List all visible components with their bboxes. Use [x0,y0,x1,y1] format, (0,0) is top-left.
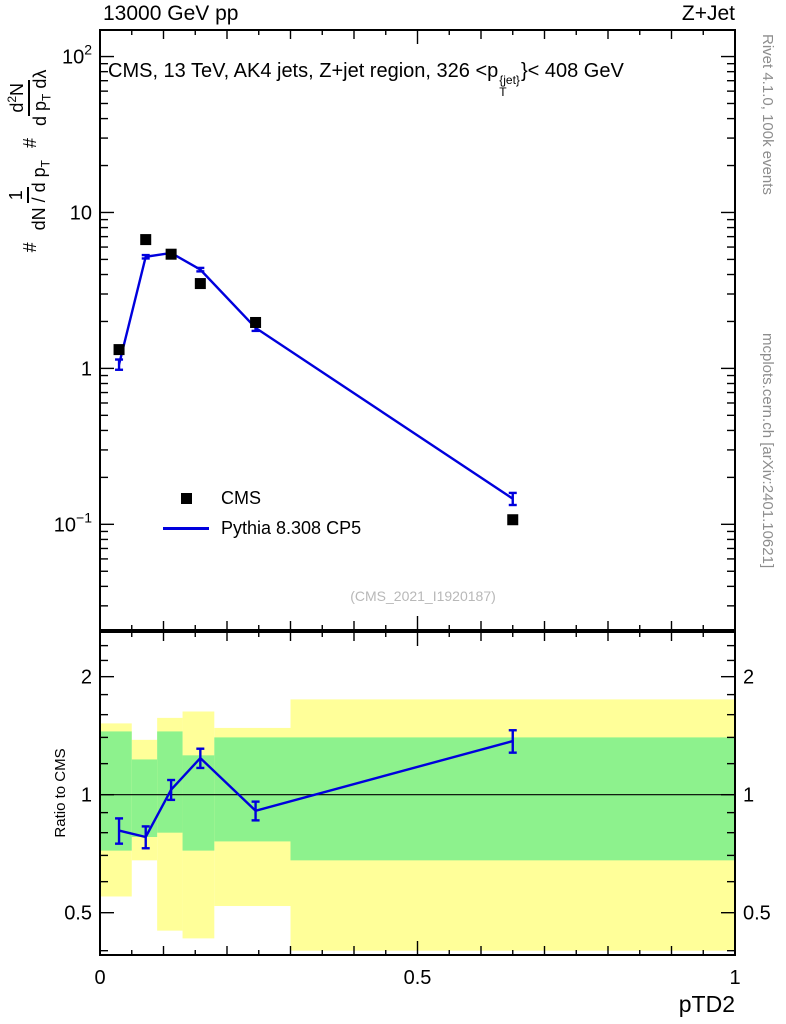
ratio-y-tick-label-left: 2 [81,667,92,689]
ratio-series [115,729,517,850]
green-band-bin [182,755,215,851]
cms-data-point [165,248,177,260]
x-tick-label: 1 [729,967,740,989]
rivet-version-watermark: Rivet 4.1.0, 100k events [759,34,776,195]
ratio-y-tick-label-right: 1 [743,785,754,807]
x-tick-label: 0.5 [404,967,432,989]
ratio-y-tick-label-right: 2 [743,667,754,689]
analysis-annotation: CMS, 13 TeV, AK4 jets, Z+jet region, 326… [108,60,624,98]
cms-marker-swatch-cell [163,492,209,504]
process-title: Z+Jet [681,2,735,25]
pt-jet-scripts: {jet} T [499,74,520,98]
beam-energy-title: 13000 GeV pp [103,2,239,25]
ratio-y-tick-label-left: 0.5 [64,903,92,925]
annotation-superscript: {jet} [499,73,520,87]
legend-row-pythia: Pythia 8.308 CP5 [163,513,361,543]
main-y-tick-label: 10−1 [54,509,92,536]
ylabel-hash-2: # [19,137,40,148]
uncertainty-bands [100,699,735,951]
legend-label-cms: CMS [221,487,261,508]
ylabel-frac1-denominator: dN / d pT [29,160,53,231]
ylabel-frac2-numerator: d2N [5,79,30,116]
annotation-subscript: T [499,85,507,99]
green-band-bin [214,737,291,842]
annotation-suffix: }< 408 GeV [520,60,624,82]
ratio-y-tick-label-left: 1 [81,785,92,807]
ylabel-frac1-numerator: 1 [6,187,30,204]
main-y-axis-label: # 1 dN / d pT # d2N d pT dλ [5,29,54,291]
cms-data-point [113,344,125,356]
main-y-tick-label: 10 [70,202,92,224]
cms-data-point [507,514,519,526]
mcplots-arxiv-watermark: mcplots.cern.ch [arXiv:2401.10621] [759,333,776,569]
ylabel-fraction-2: d2N d pT dλ [5,68,54,128]
analysis-id-watermark: (CMS_2021_I1920187) [350,588,496,604]
ratio-y-axis-label: Ratio to CMS [52,748,69,838]
x-tick-label: 0 [94,967,105,989]
pythia-line-swatch-icon [163,526,209,530]
green-band-bin [290,737,735,861]
cms-data-point [140,234,152,246]
cms-data-point [250,316,262,328]
main-y-tick-label: 102 [62,42,92,69]
legend: CMS Pythia 8.308 CP5 [163,483,361,543]
main-series [113,234,519,526]
legend-label-pythia: Pythia 8.308 CP5 [221,517,362,538]
main-y-tick-label: 1 [81,358,92,380]
ylabel-fraction-1: 1 dN / d pT [6,158,53,232]
ylabel-hash-1: # [19,242,40,253]
cms-data-point [194,278,206,290]
ratio-y-tick-label-right: 0.5 [743,903,771,925]
green-band-bin [100,731,132,851]
ylabel-frac2-denominator: d pT dλ [29,69,54,126]
annotation-prefix: CMS, 13 TeV, AK4 jets, Z+jet region, 326… [108,60,499,82]
legend-row-cms: CMS [163,483,361,513]
cms-square-marker-icon [180,492,192,504]
x-axis-label: pTD2 [679,991,735,1017]
